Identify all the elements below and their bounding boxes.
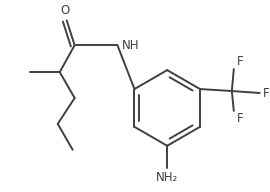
Text: O: O — [60, 4, 69, 17]
Text: NH: NH — [122, 39, 139, 52]
Text: F: F — [263, 87, 269, 99]
Text: F: F — [237, 112, 244, 125]
Text: NH₂: NH₂ — [156, 171, 178, 184]
Text: F: F — [237, 55, 244, 68]
